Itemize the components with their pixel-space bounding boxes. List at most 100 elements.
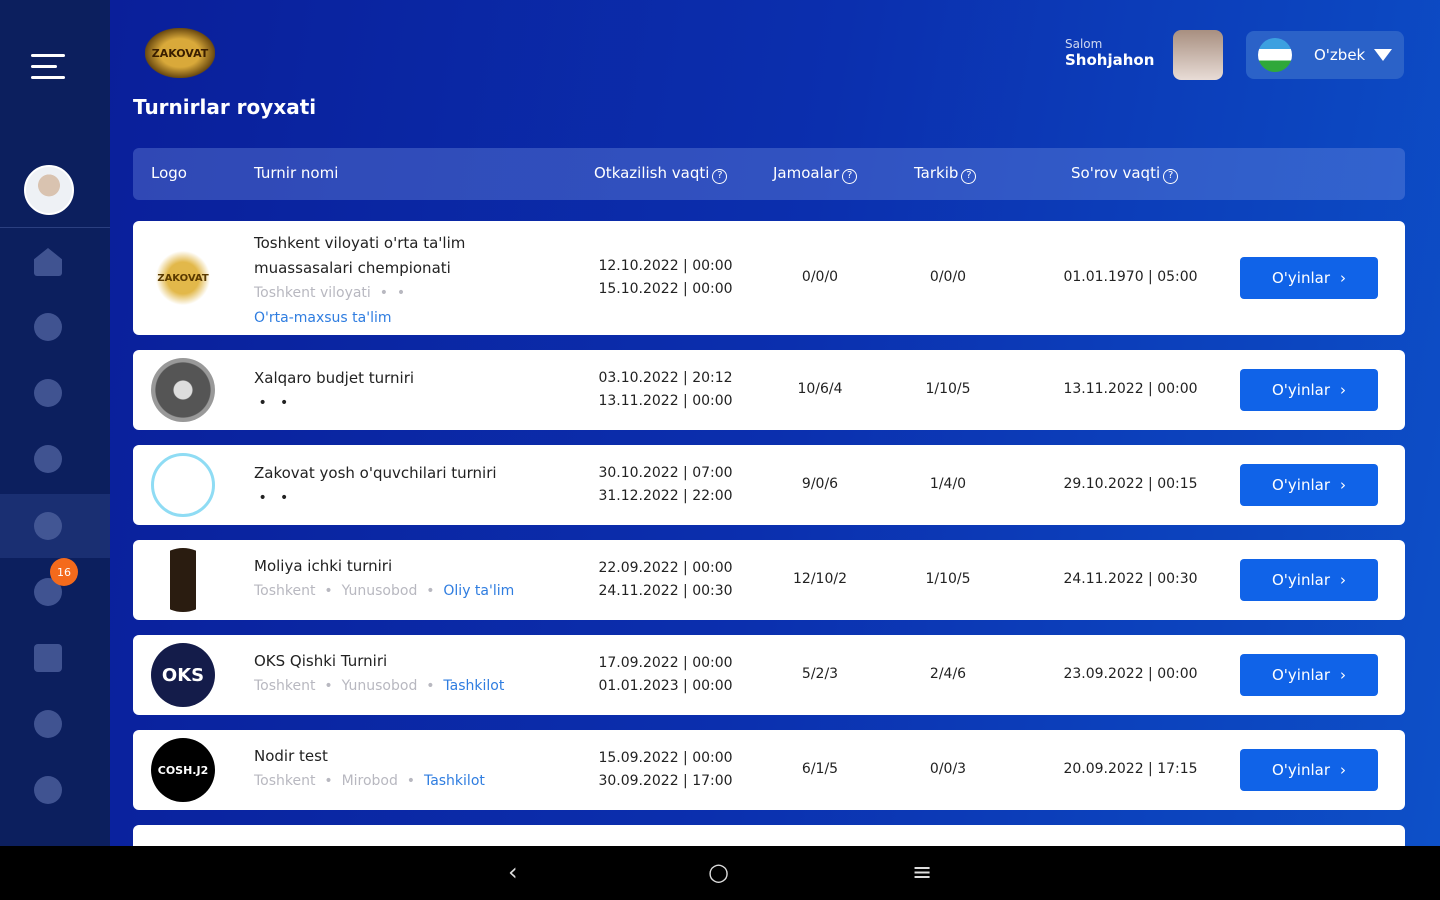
help-icon[interactable]: ?	[961, 169, 977, 184]
composition: 0/0/3	[929, 761, 967, 777]
end-date: 15.10.2022 | 00:00	[598, 281, 733, 297]
games-button[interactable]: O'yinlar ›	[1240, 749, 1378, 791]
composition: 1/4/0	[929, 476, 967, 492]
app-logo[interactable]: ZAKOVAT	[145, 28, 215, 78]
header-composition: Tarkib?	[914, 164, 977, 184]
tournament-logo: COSH.J2	[151, 738, 215, 802]
end-date: 01.01.2023 | 00:00	[598, 678, 733, 694]
games-icon	[34, 313, 62, 341]
teams-count: 6/1/5	[801, 761, 839, 777]
category-line: O'rta-maxsus ta'lim	[254, 306, 554, 331]
sidebar-item-students[interactable]	[0, 361, 110, 425]
transfer-icon	[34, 710, 62, 738]
tournament-info: OKS Qishki Turniri Toshkent • Yunusobod •…	[254, 649, 554, 699]
tournament-info: Zakovat yosh o'quvchilari turniri • •	[254, 461, 554, 511]
category-link[interactable]: Tashkilot	[423, 773, 485, 789]
end-date: 31.12.2022 | 22:00	[598, 488, 733, 504]
chevron-right-icon: ›	[1340, 571, 1346, 589]
start-date: 03.10.2022 | 20:12	[598, 370, 733, 386]
teams-count: 5/2/3	[801, 666, 839, 682]
location: Toshkent • Mirobod • Tashkilot	[254, 773, 485, 789]
end-date: 24.11.2022 | 00:30	[598, 583, 733, 599]
teams-count: 9/0/6	[801, 476, 839, 492]
medal-icon	[34, 512, 62, 540]
sidebar-item-teams[interactable]	[0, 427, 110, 491]
sidebar-item-profile[interactable]: 16	[0, 558, 110, 624]
table-row[interactable]: Zakovat yosh o'quvchilari turniri • • 30…	[133, 445, 1405, 525]
language-select[interactable]: O'zbek	[1246, 31, 1404, 79]
region: Toshkent	[254, 678, 316, 694]
tournament-name[interactable]: Toshkent viloyati o'rta ta'lim muassasal…	[254, 234, 466, 277]
table-row[interactable]: Moliya ichki turniri Toshkent • Yunusobod…	[133, 540, 1405, 620]
greeting-text: Salom	[1065, 37, 1103, 51]
back-icon[interactable]: ‹	[508, 858, 518, 886]
table-row[interactable]: OKS OKS Qishki Turniri Toshkent • Yunusob…	[133, 635, 1405, 715]
tournament-name[interactable]: Nodir test	[254, 747, 328, 765]
games-button[interactable]: O'yinlar ›	[1240, 464, 1378, 506]
recent-apps-icon[interactable]: ≡	[912, 858, 933, 886]
system-navigation-bar: ‹ ○ ≡	[0, 846, 1440, 900]
sidebar-item-home[interactable]	[0, 230, 110, 294]
dates: 17.09.2022 | 00:00 01.01.2023 | 00:00	[573, 652, 758, 698]
teams-count: 0/0/0	[801, 269, 839, 285]
menu-icon[interactable]	[31, 54, 65, 87]
sidebar-item-notifications[interactable]	[0, 758, 110, 822]
help-icon[interactable]: ?	[842, 169, 858, 184]
header-composition-label: Tarkib	[914, 164, 959, 182]
location: Toshkent viloyati • •	[254, 285, 406, 301]
home-button-icon[interactable]: ○	[708, 858, 729, 886]
games-button-label: O'yinlar	[1271, 571, 1330, 589]
divider	[0, 227, 110, 228]
district: Mirobod	[341, 773, 398, 789]
location: Toshkent • Yunusobod • Tashkilot	[254, 678, 505, 694]
start-date: 30.10.2022 | 07:00	[598, 465, 733, 481]
tournament-logo: OKS	[151, 643, 215, 707]
request-time: 24.11.2022 | 00:30	[1063, 571, 1198, 587]
request-time: 13.11.2022 | 00:00	[1063, 381, 1198, 397]
tournament-info: Toshkent viloyati o'rta ta'lim muassasal…	[254, 231, 554, 331]
games-button[interactable]: O'yinlar ›	[1240, 369, 1378, 411]
tournament-info: Nodir test Toshkent • Mirobod • Tashkilot	[254, 744, 554, 794]
region: Toshkent viloyati	[254, 285, 371, 301]
uzbekistan-flag-icon	[1258, 38, 1292, 72]
tournament-name[interactable]: Moliya ichki turniri	[254, 557, 393, 575]
header-request: So'rov vaqti?	[1071, 164, 1179, 184]
table-row[interactable]: ZAKOVAT Toshkent viloyati o'rta ta'lim m…	[133, 221, 1405, 335]
sidebar-item-archive[interactable]	[0, 626, 110, 690]
district: Yunusobod	[341, 678, 418, 694]
sidebar-item-transfers[interactable]	[0, 692, 110, 756]
games-button-label: O'yinlar	[1271, 761, 1330, 779]
sidebar-item-tournaments[interactable]	[0, 494, 110, 558]
chevron-right-icon: ›	[1340, 476, 1346, 494]
sidebar-item-games[interactable]	[0, 295, 110, 359]
end-date: 30.09.2022 | 17:00	[598, 773, 733, 789]
chevron-right-icon: ›	[1340, 666, 1346, 684]
category-link[interactable]: Tashkilot	[443, 678, 505, 694]
composition: 1/10/5	[925, 381, 971, 397]
games-button[interactable]: O'yinlar ›	[1240, 559, 1378, 601]
tournament-name[interactable]: Xalqaro budjet turniri	[254, 369, 415, 387]
games-button[interactable]: O'yinlar ›	[1240, 257, 1378, 299]
header-teams: Jamoalar?	[773, 164, 858, 184]
composition: 1/10/5	[925, 571, 971, 587]
table-header: Logo Turnir nomi Otkazilish vaqti? Jamoa…	[133, 148, 1405, 200]
chevron-right-icon: ›	[1340, 381, 1346, 399]
table-row[interactable]: Xalqaro budjet turniri • • 03.10.2022 | …	[133, 350, 1405, 430]
dates: 03.10.2022 | 20:12 13.11.2022 | 00:00	[573, 367, 758, 413]
user-greeting: Salom Shohjahon	[1065, 37, 1154, 69]
tournament-name[interactable]: OKS Qishki Turniri	[254, 652, 388, 670]
tournament-name[interactable]: Zakovat yosh o'quvchilari turniri	[254, 464, 497, 482]
dates: 12.10.2022 | 00:00 15.10.2022 | 00:00	[573, 255, 758, 301]
location: Toshkent • Yunusobod • Oliy ta'lim	[254, 583, 515, 599]
avatar[interactable]	[24, 165, 74, 215]
games-button-label: O'yinlar	[1271, 476, 1330, 494]
table-row[interactable]: COSH.J2 Nodir test Toshkent • Mirobod • T…	[133, 730, 1405, 810]
category-link[interactable]: Oliy ta'lim	[443, 583, 515, 599]
category-link[interactable]: O'rta-maxsus ta'lim	[254, 310, 392, 326]
help-icon[interactable]: ?	[1163, 169, 1179, 184]
games-button[interactable]: O'yinlar ›	[1240, 654, 1378, 696]
user-avatar[interactable]	[1173, 30, 1223, 80]
header-teams-label: Jamoalar	[773, 164, 840, 182]
help-icon[interactable]: ?	[712, 169, 728, 184]
composition: 2/4/6	[929, 666, 967, 682]
